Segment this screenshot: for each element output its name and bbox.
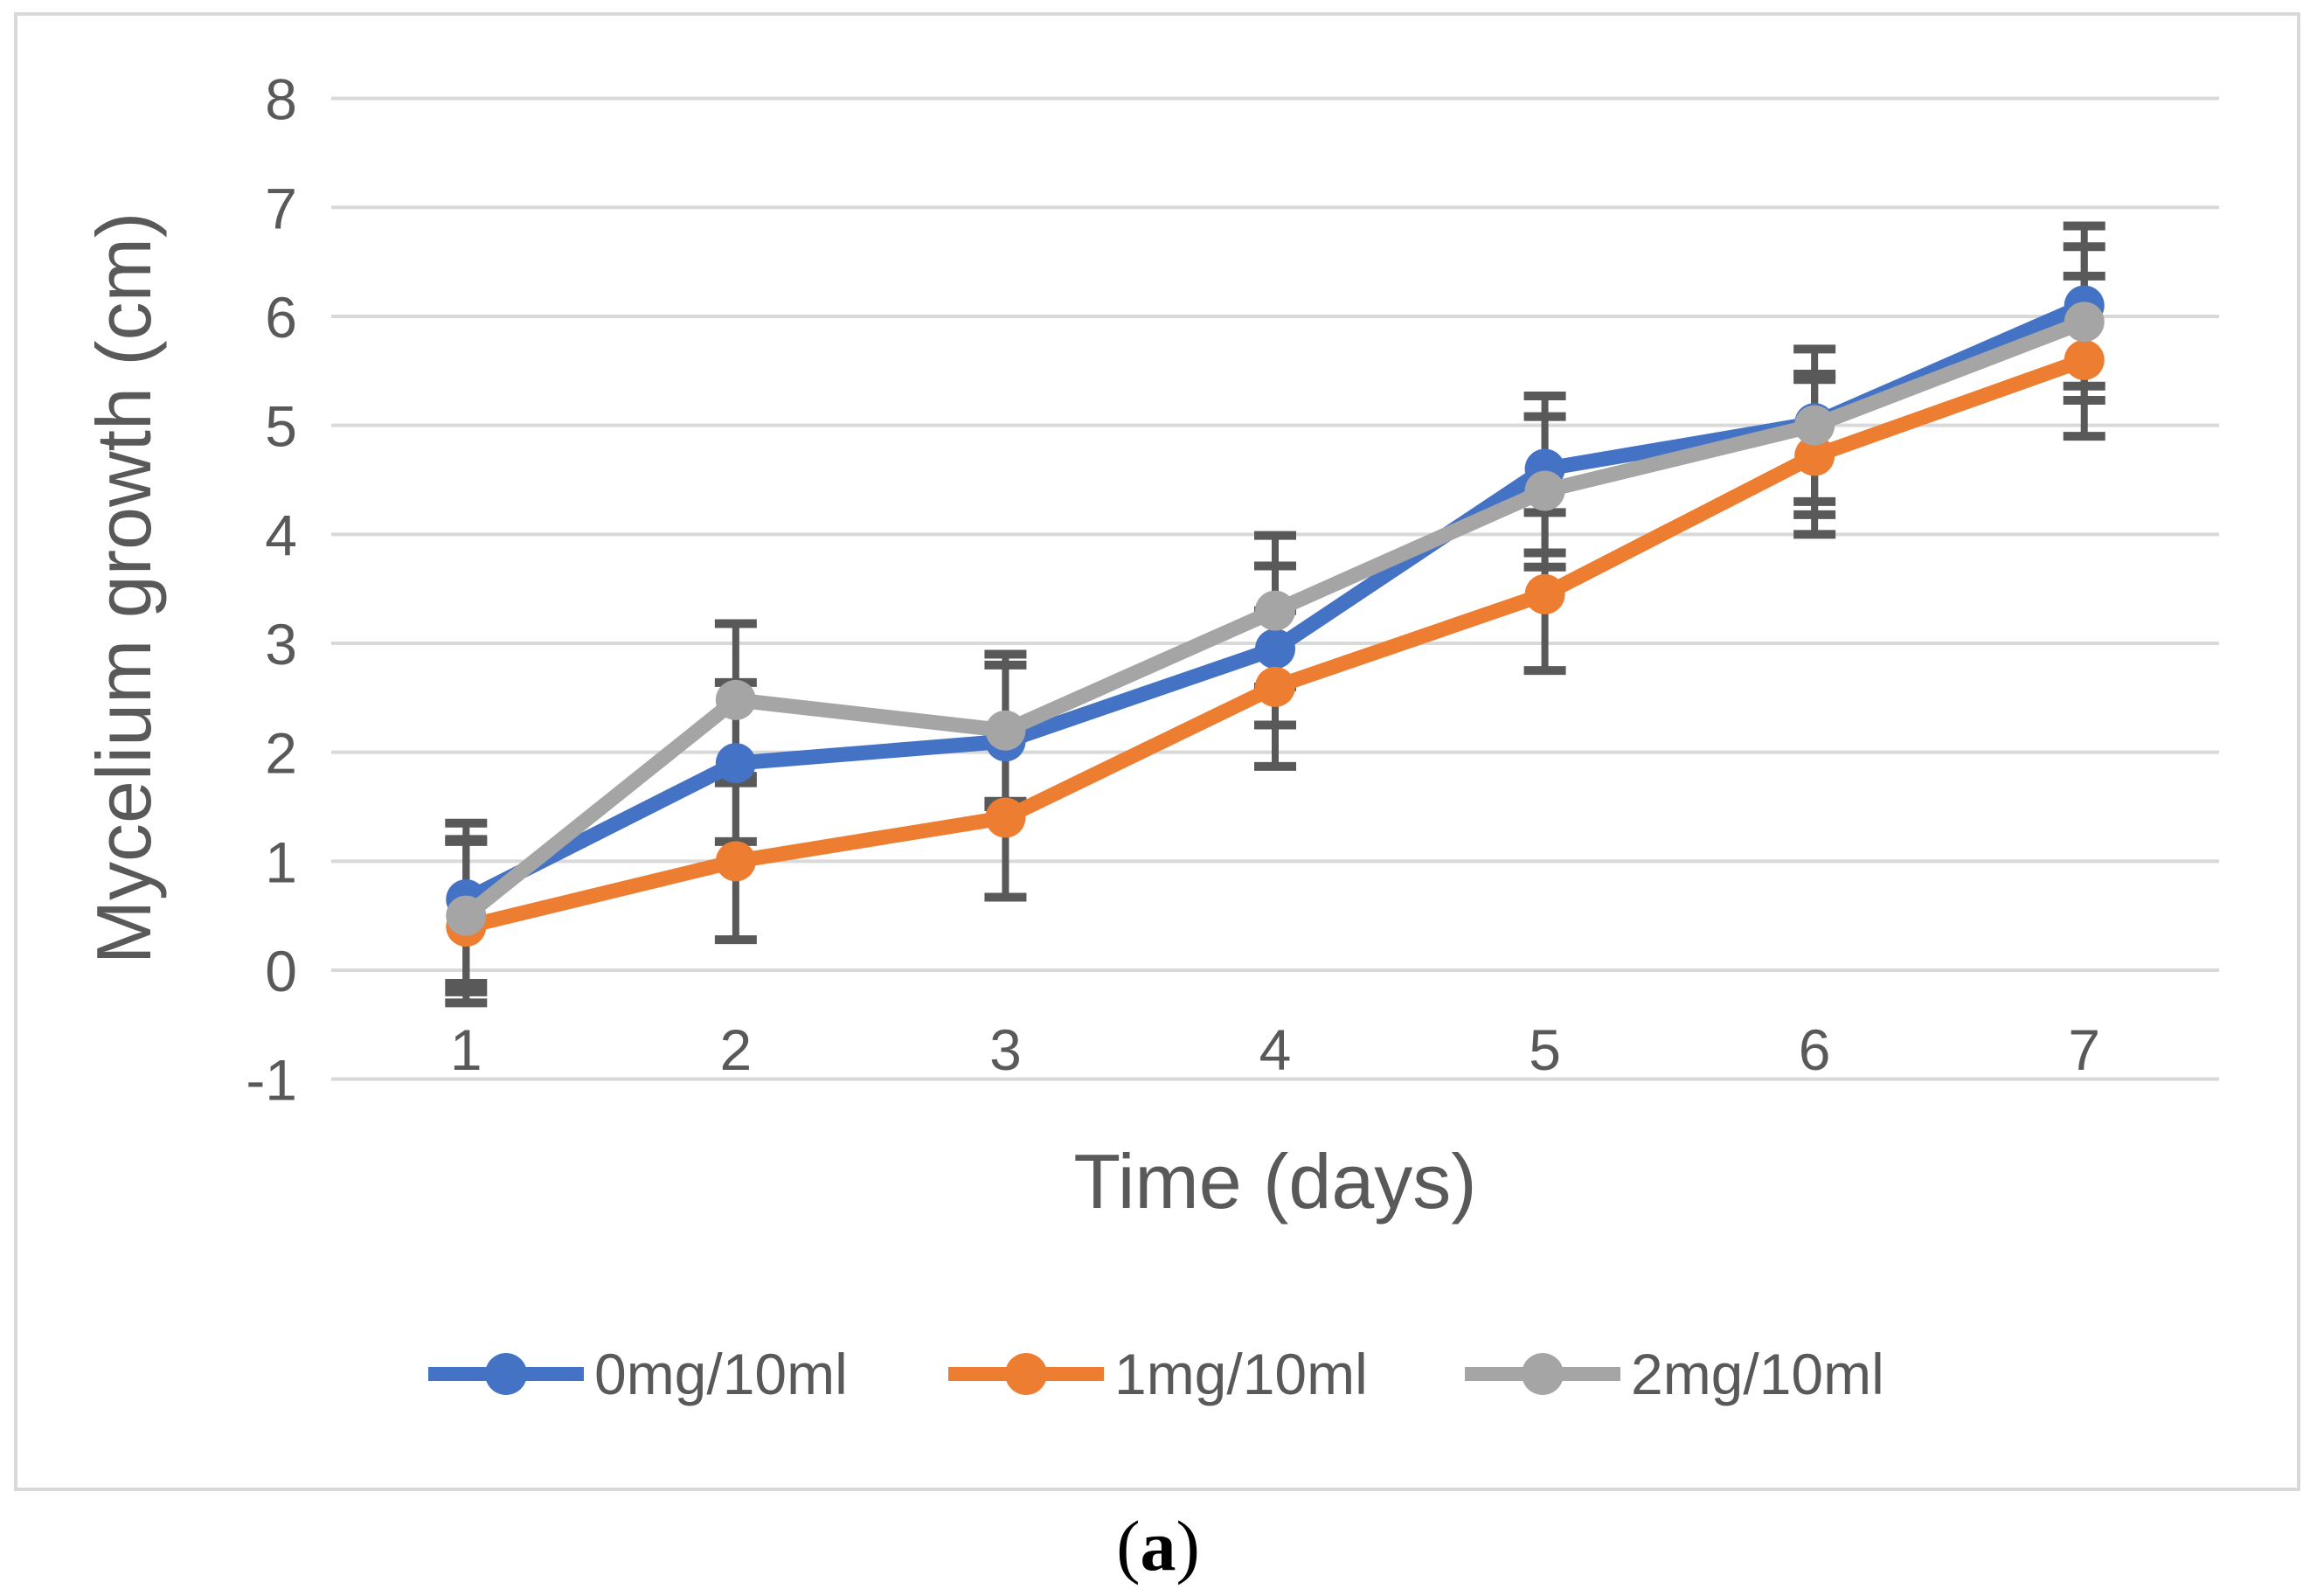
y-tick-label: 6: [265, 285, 297, 350]
data-point-1mg-10ml-day-2[interactable]: [715, 841, 756, 882]
legend-item-0mg-10ml[interactable]: 0mg/10ml: [428, 1342, 848, 1406]
figure-caption: (a): [1116, 1506, 1200, 1586]
data-point-1mg-10ml-day-3[interactable]: [985, 797, 1026, 838]
y-tick-label: 7: [265, 176, 297, 240]
y-tick-label: 5: [265, 394, 297, 459]
y-axis-title: Mycelium growth (cm): [80, 212, 167, 965]
y-tick-label: 8: [265, 67, 297, 132]
data-point-0mg-10ml-day-4[interactable]: [1255, 628, 1295, 670]
y-tick-label: -1: [246, 1048, 297, 1113]
data-point-2mg-10ml-day-7[interactable]: [2064, 302, 2105, 343]
data-point-2mg-10ml-day-5[interactable]: [1524, 470, 1565, 511]
legend-label: 1mg/10ml: [1114, 1342, 1368, 1406]
series-layer: [446, 285, 2105, 947]
x-tick-label: 7: [2068, 1017, 2100, 1082]
legend-marker-icon: [485, 1353, 527, 1395]
data-point-2mg-10ml-day-3[interactable]: [985, 710, 1026, 751]
x-axis-tick-labels: 1 2 3 4 5 6 7: [450, 1017, 2100, 1082]
series-2mg-10ml: [446, 302, 2105, 936]
y-tick-label: 1: [265, 829, 297, 894]
legend-item-1mg-10ml[interactable]: 1mg/10ml: [948, 1342, 1368, 1406]
data-point-2mg-10ml-day-2[interactable]: [715, 679, 756, 720]
x-tick-label: 5: [1529, 1017, 1561, 1082]
legend-marker-icon: [1522, 1353, 1564, 1395]
data-point-1mg-10ml-day-6[interactable]: [1794, 435, 1835, 476]
data-point-1mg-10ml-day-7[interactable]: [2064, 339, 2105, 380]
data-point-1mg-10ml-day-5[interactable]: [1524, 573, 1565, 614]
data-point-2mg-10ml-day-6[interactable]: [1794, 405, 1835, 446]
legend-label: 2mg/10ml: [1631, 1342, 1884, 1406]
y-axis-tick-labels: -1 0 1 2 3 4 5 6 7 8: [246, 67, 297, 1113]
x-tick-label: 4: [1259, 1017, 1292, 1082]
data-point-2mg-10ml-day-1[interactable]: [446, 895, 487, 936]
y-tick-label: 3: [265, 612, 297, 677]
x-tick-label: 3: [989, 1017, 1022, 1082]
legend: 0mg/10ml 1mg/10ml 2mg/10ml: [428, 1342, 1884, 1406]
data-point-2mg-10ml-day-4[interactable]: [1255, 590, 1295, 631]
x-tick-label: 6: [1799, 1017, 1831, 1082]
x-tick-label: 2: [719, 1017, 752, 1082]
y-tick-label: 2: [265, 721, 297, 786]
y-tick-label: 4: [265, 503, 297, 567]
x-tick-label: 1: [450, 1017, 482, 1082]
legend-marker-icon: [1005, 1353, 1047, 1395]
data-point-1mg-10ml-day-4[interactable]: [1255, 666, 1295, 707]
y-tick-label: 0: [265, 939, 297, 1003]
data-point-0mg-10ml-day-2[interactable]: [715, 743, 756, 784]
legend-item-2mg-10ml[interactable]: 2mg/10ml: [1465, 1342, 1884, 1406]
x-axis-title: Time (days): [1073, 1138, 1476, 1225]
legend-label: 0mg/10ml: [594, 1342, 848, 1406]
